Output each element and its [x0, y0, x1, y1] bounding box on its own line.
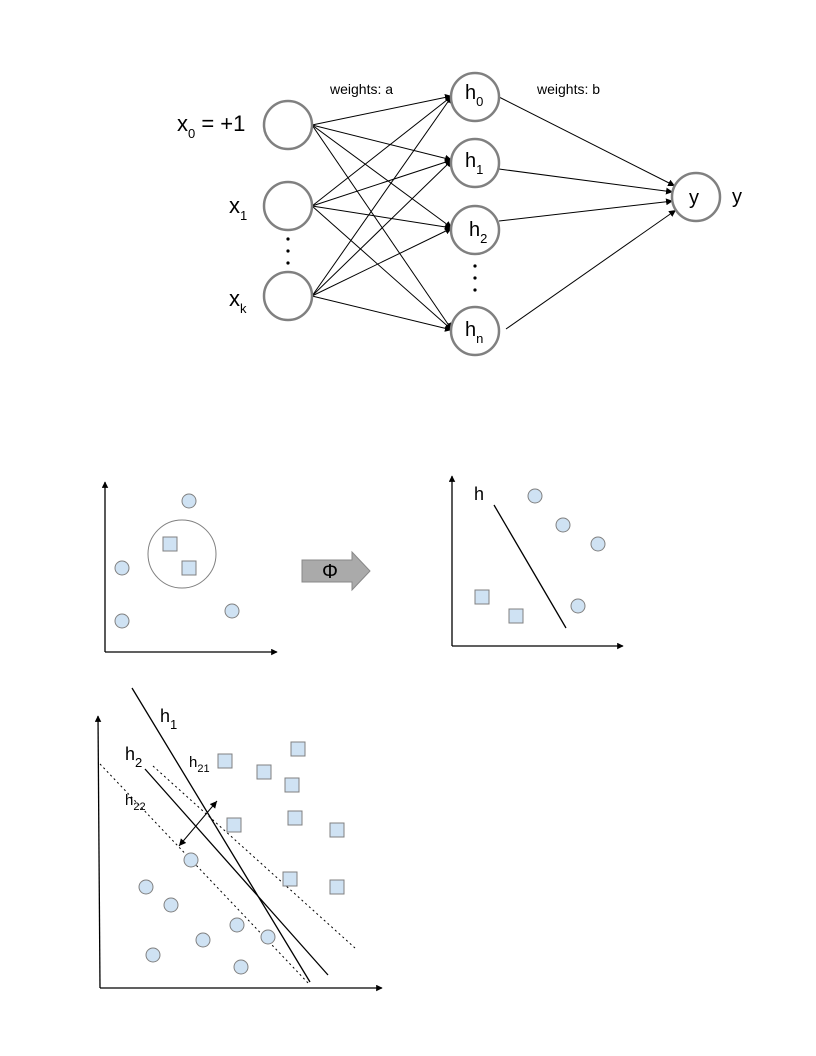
square-point [226, 817, 242, 833]
line-label-h2: h2 [125, 744, 142, 770]
margin-line-h21 [152, 765, 356, 949]
square-point [508, 608, 524, 624]
line-label-h21: h21 [189, 754, 210, 775]
output-node [670, 171, 722, 223]
square-point [282, 871, 298, 887]
input-space-plot [101, 481, 278, 656]
input-node-xk [262, 270, 314, 322]
hidden-label-hn: hn [465, 319, 483, 346]
circle-point [590, 536, 606, 552]
square-point [474, 589, 490, 605]
phi-label: Φ [322, 561, 338, 583]
weights-b-label: weights: b [536, 81, 600, 97]
feature-space-plot: h [448, 475, 624, 650]
square-point [329, 879, 345, 895]
circle-point [224, 603, 240, 619]
hidden-ellipsis [473, 264, 477, 292]
square-point [256, 764, 272, 780]
circle-point [570, 598, 586, 614]
output-node-label: y [689, 187, 699, 209]
circle-point [233, 959, 249, 975]
circle-point [183, 852, 199, 868]
hidden-label-h2: h2 [469, 219, 487, 246]
hidden-node-h2 [449, 204, 501, 256]
circle-point [527, 488, 543, 504]
neural-network: weights: a weights: b x0 = +1 x1 xk h0 h… [177, 71, 742, 357]
input-label-xk: xk [229, 286, 247, 316]
input-label-x1: x1 [229, 193, 247, 223]
line-h2 [144, 768, 329, 976]
margin-plot: h1 h2 h21 h22 [94, 687, 383, 992]
circle-point [145, 947, 161, 963]
line-h1 [131, 687, 311, 983]
input-node-x1 [262, 180, 314, 232]
output-label: y [732, 186, 742, 208]
circle-point [555, 517, 571, 533]
phi-mapping-arrow: Φ [301, 550, 371, 592]
square-point [329, 822, 345, 838]
hidden-label-h0: h0 [465, 82, 483, 109]
margin-line-h22 [99, 763, 311, 986]
margin-arrow [178, 800, 218, 847]
input-node-x0 [262, 99, 314, 151]
circle-point [195, 932, 211, 948]
network-edges [311, 93, 677, 332]
line-label-h22: h22 [125, 792, 146, 813]
circle-point [163, 897, 179, 913]
separating-line-label: h [474, 484, 484, 504]
enclosing-circle [147, 519, 217, 589]
hidden-label-h1: h1 [465, 150, 483, 177]
circle-point [138, 879, 154, 895]
feature-mapping: Φ h [101, 475, 624, 656]
separating-line-h [493, 504, 567, 629]
circle-point [114, 560, 130, 576]
hidden-node-hn [449, 305, 501, 357]
circle-point [181, 493, 197, 509]
input-label-x0: x0 = +1 [177, 111, 245, 141]
square-point [287, 810, 303, 826]
square-point [290, 741, 306, 757]
square-point [181, 560, 197, 576]
circle-point [229, 917, 245, 933]
hidden-node-h0 [449, 71, 501, 123]
line-label-h1: h1 [160, 706, 177, 732]
square-point [217, 753, 233, 769]
hidden-node-h1 [449, 137, 501, 189]
circle-point [114, 613, 130, 629]
input-nodes [262, 99, 314, 322]
square-point [162, 536, 178, 552]
circle-point [260, 929, 276, 945]
square-point [284, 777, 300, 793]
hidden-nodes [449, 71, 501, 357]
y-axis [94, 715, 102, 989]
input-ellipsis [286, 237, 290, 265]
weights-a-label: weights: a [329, 81, 393, 97]
